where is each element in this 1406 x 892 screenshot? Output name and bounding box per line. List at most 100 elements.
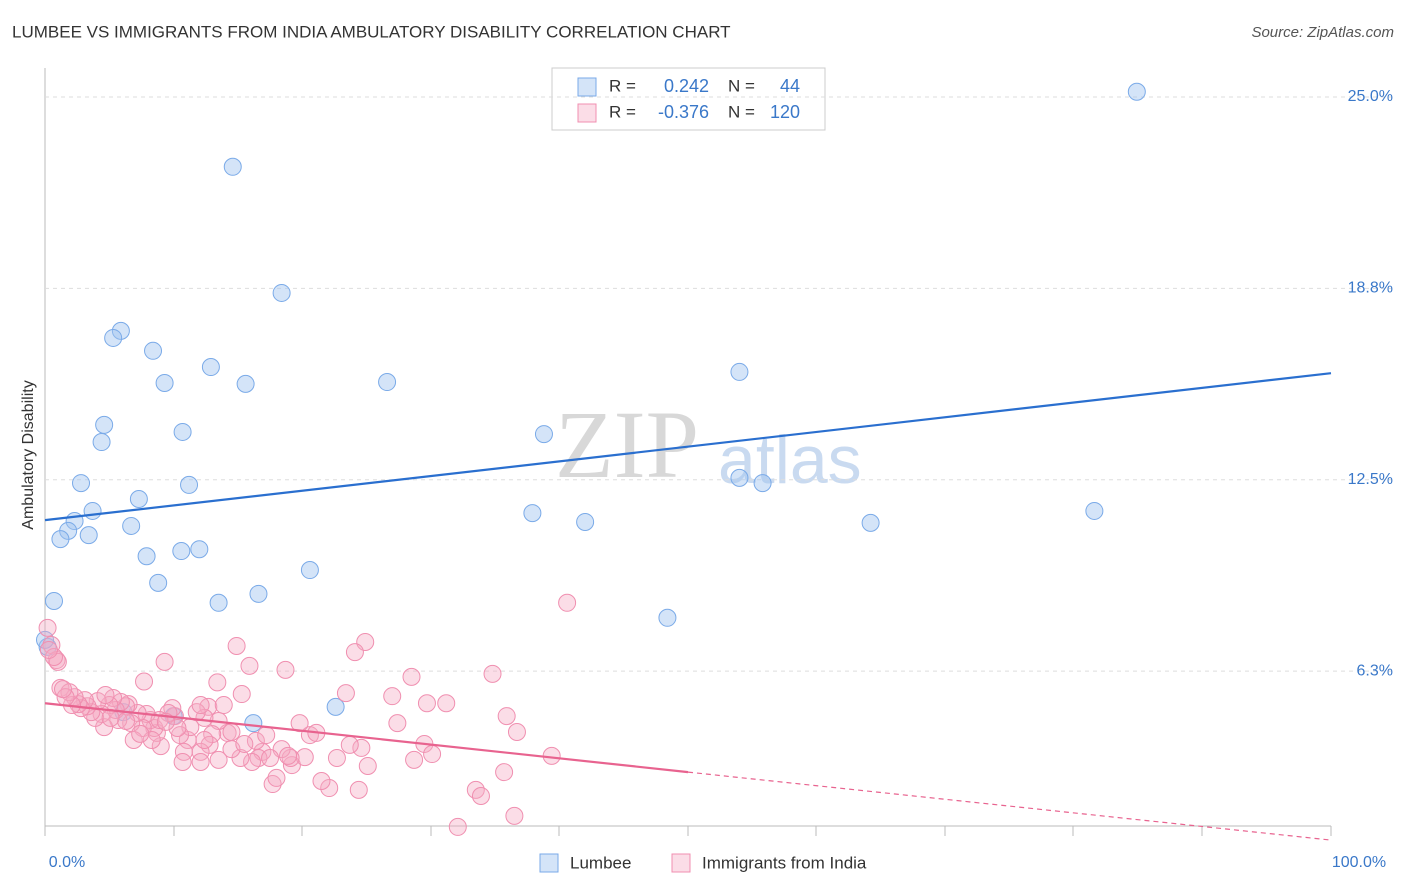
point bbox=[222, 723, 241, 742]
point bbox=[300, 561, 319, 580]
point bbox=[117, 711, 136, 730]
point bbox=[96, 685, 115, 704]
point bbox=[244, 714, 263, 733]
point bbox=[320, 779, 339, 798]
point bbox=[54, 680, 73, 699]
point bbox=[131, 724, 150, 743]
point bbox=[249, 584, 268, 603]
y-tick-label: 12.5% bbox=[1348, 471, 1393, 488]
y-axis-label: Ambulatory Disability bbox=[20, 380, 37, 529]
point bbox=[223, 157, 242, 176]
point bbox=[312, 771, 331, 790]
point bbox=[246, 731, 265, 750]
legend-label: Immigrants from India bbox=[702, 853, 867, 872]
point bbox=[326, 697, 345, 716]
point bbox=[111, 321, 130, 340]
point bbox=[142, 730, 161, 749]
point bbox=[423, 745, 442, 764]
point bbox=[257, 726, 276, 745]
point bbox=[240, 656, 259, 675]
legend-swatch bbox=[539, 853, 559, 873]
point bbox=[405, 750, 424, 769]
point bbox=[190, 540, 209, 559]
point bbox=[483, 664, 502, 683]
point bbox=[95, 718, 114, 737]
point bbox=[173, 422, 192, 441]
point bbox=[180, 475, 199, 494]
point bbox=[282, 756, 301, 775]
point bbox=[149, 573, 168, 592]
legend-n-label: N = bbox=[728, 102, 755, 121]
point bbox=[122, 516, 141, 535]
point bbox=[214, 696, 233, 715]
point bbox=[235, 734, 254, 753]
point bbox=[171, 726, 190, 745]
legend-n-value: 44 bbox=[780, 76, 800, 96]
y-tick-label: 18.8% bbox=[1348, 280, 1393, 297]
point bbox=[45, 591, 64, 610]
point bbox=[39, 640, 58, 659]
point bbox=[201, 358, 220, 377]
point bbox=[199, 697, 218, 716]
point bbox=[388, 714, 407, 733]
point bbox=[437, 694, 456, 713]
x-tick-label: 100.0% bbox=[1332, 854, 1386, 871]
point bbox=[144, 341, 163, 360]
legend-swatch bbox=[577, 77, 597, 97]
point bbox=[243, 753, 262, 772]
x-tick-label: 0.0% bbox=[49, 854, 85, 871]
point bbox=[104, 328, 123, 347]
source: Source: ZipAtlas.com bbox=[1251, 24, 1394, 41]
point bbox=[1127, 82, 1146, 101]
legend-n-value: 120 bbox=[770, 102, 800, 122]
point bbox=[272, 283, 291, 302]
point bbox=[276, 660, 295, 679]
point bbox=[861, 513, 880, 532]
chart-title: LUMBEE VS IMMIGRANTS FROM INDIA AMBULATO… bbox=[12, 22, 731, 41]
point bbox=[38, 618, 57, 637]
point bbox=[1085, 501, 1104, 520]
trend-line bbox=[44, 372, 1332, 522]
point bbox=[417, 694, 436, 713]
point bbox=[267, 768, 286, 787]
point bbox=[466, 780, 485, 799]
point bbox=[51, 530, 70, 549]
y-tick-label: 6.3% bbox=[1357, 662, 1393, 679]
legend-r-value: 0.242 bbox=[664, 76, 709, 96]
point bbox=[173, 753, 192, 772]
point bbox=[495, 763, 514, 782]
point bbox=[209, 750, 228, 769]
point bbox=[200, 735, 219, 754]
point bbox=[358, 756, 377, 775]
x-minor-ticks bbox=[173, 826, 1203, 836]
legend-r-value: -0.376 bbox=[658, 102, 709, 122]
point bbox=[83, 501, 102, 520]
point bbox=[448, 817, 467, 836]
legend-n-label: N = bbox=[728, 76, 755, 95]
point bbox=[730, 468, 749, 487]
point bbox=[497, 707, 516, 726]
point bbox=[523, 504, 542, 523]
legend-swatch bbox=[671, 853, 691, 873]
point bbox=[195, 730, 214, 749]
point bbox=[72, 474, 91, 493]
point bbox=[232, 685, 251, 704]
legend-box bbox=[551, 67, 826, 131]
point bbox=[129, 489, 148, 508]
point bbox=[155, 373, 174, 392]
legend-label: Lumbee bbox=[570, 853, 631, 872]
point bbox=[327, 749, 346, 768]
point bbox=[349, 780, 368, 799]
point bbox=[209, 593, 228, 612]
trend-line bbox=[44, 702, 689, 774]
point bbox=[191, 696, 210, 715]
point bbox=[261, 749, 280, 768]
point bbox=[290, 714, 309, 733]
point bbox=[208, 673, 227, 692]
point bbox=[227, 636, 246, 655]
point bbox=[172, 542, 191, 561]
point bbox=[236, 374, 255, 393]
point bbox=[191, 753, 210, 772]
point bbox=[155, 652, 174, 671]
